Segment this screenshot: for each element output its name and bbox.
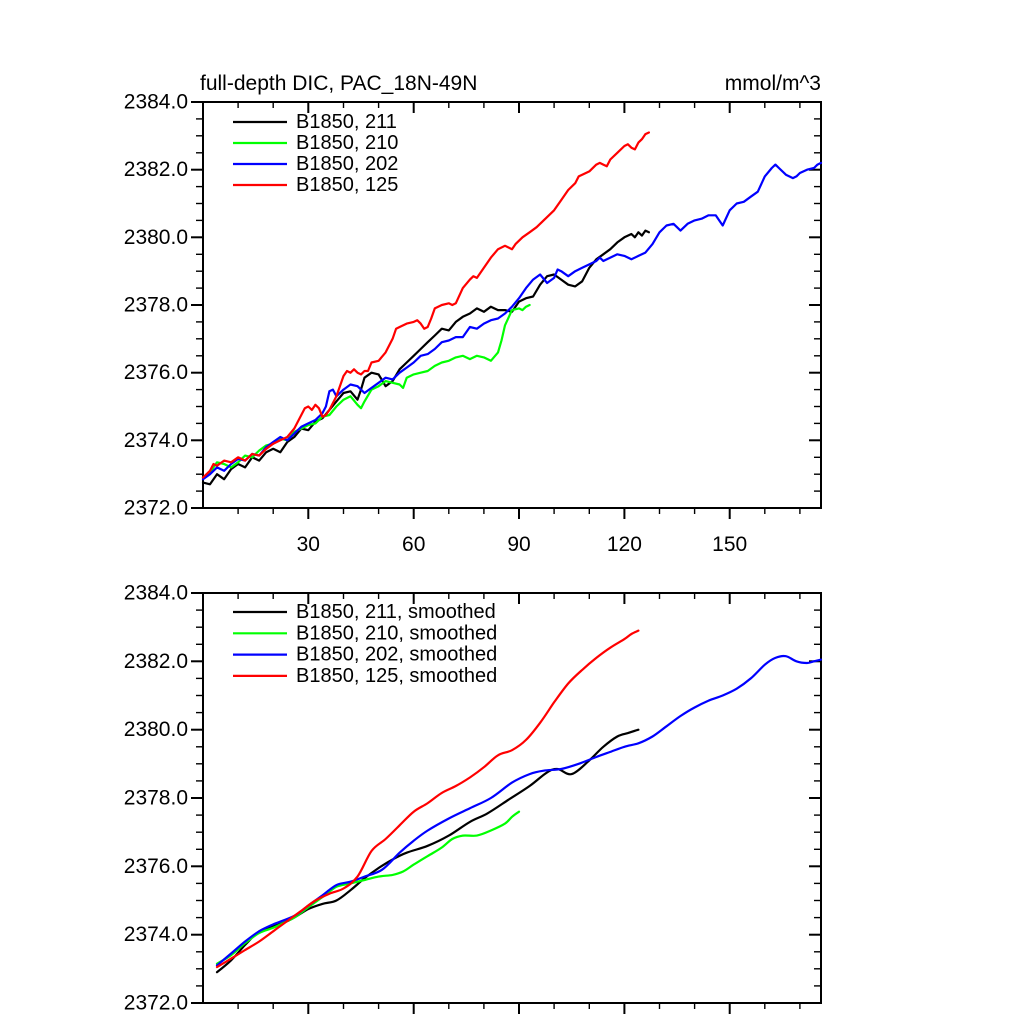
y-tick-label: 2382.0 bbox=[124, 158, 188, 181]
y-tick-label: 2378.0 bbox=[124, 294, 188, 317]
x-tick-label: 120 bbox=[607, 533, 642, 556]
y-tick-label: 2374.0 bbox=[124, 923, 188, 946]
y-tick-label: 2376.0 bbox=[124, 855, 188, 878]
series-line-b1850-211 bbox=[201, 229, 650, 486]
axis-ticks bbox=[191, 592, 821, 1014]
legend-label: B1850, 202, smoothed bbox=[296, 644, 497, 666]
legend-label: B1850, 210, smoothed bbox=[296, 622, 497, 644]
legend-label: B1850, 210 bbox=[296, 132, 398, 154]
y-tick-label: 2372.0 bbox=[124, 992, 188, 1015]
chart-title: full-depth DIC, PAC_18N-49N bbox=[200, 72, 477, 95]
legend-label: B1850, 211 bbox=[296, 111, 397, 133]
chart-panel-top: 2372.0 2374.0 2376.0 2378.0 2380.0 2382.0 2384… bbox=[124, 72, 823, 556]
y-tick-label: 2376.0 bbox=[124, 361, 188, 384]
legend-label: B1850, 211, smoothed bbox=[296, 601, 496, 623]
y-tick-label: 2384.0 bbox=[124, 91, 188, 114]
x-tick-label: 150 bbox=[712, 533, 747, 556]
y-tick-label: 2380.0 bbox=[124, 718, 188, 741]
series-line-b1850-125-smoothed bbox=[215, 629, 640, 969]
y-tick-label: 2382.0 bbox=[124, 650, 188, 673]
y-tick-label: 2372.0 bbox=[124, 497, 188, 520]
legend-label: B1850, 202 bbox=[296, 153, 398, 175]
legend-label: B1850, 125, smoothed bbox=[296, 665, 497, 687]
x-tick-label: 30 bbox=[297, 533, 320, 556]
series-line-b1850-210 bbox=[201, 303, 531, 479]
x-tick-label: 60 bbox=[402, 533, 425, 556]
chart-panel-bottom: 2372.0 2374.0 2376.0 2378.0 2380.0 2382.0 2384… bbox=[124, 582, 823, 1015]
y-tick-label: 2384.0 bbox=[124, 582, 188, 605]
series-line-b1850-125 bbox=[201, 131, 650, 479]
y-tick-label: 2380.0 bbox=[124, 226, 188, 249]
series-line-b1850-210-smoothed bbox=[215, 810, 521, 965]
axis-ticks bbox=[191, 101, 821, 519]
y-tick-label: 2378.0 bbox=[124, 787, 188, 810]
series-line-b1850-202 bbox=[201, 161, 823, 481]
units-label: mmol/m^3 bbox=[725, 72, 821, 95]
legend-label: B1850, 125 bbox=[296, 174, 398, 196]
x-tick-label: 90 bbox=[507, 533, 530, 556]
y-tick-label: 2374.0 bbox=[124, 429, 188, 452]
